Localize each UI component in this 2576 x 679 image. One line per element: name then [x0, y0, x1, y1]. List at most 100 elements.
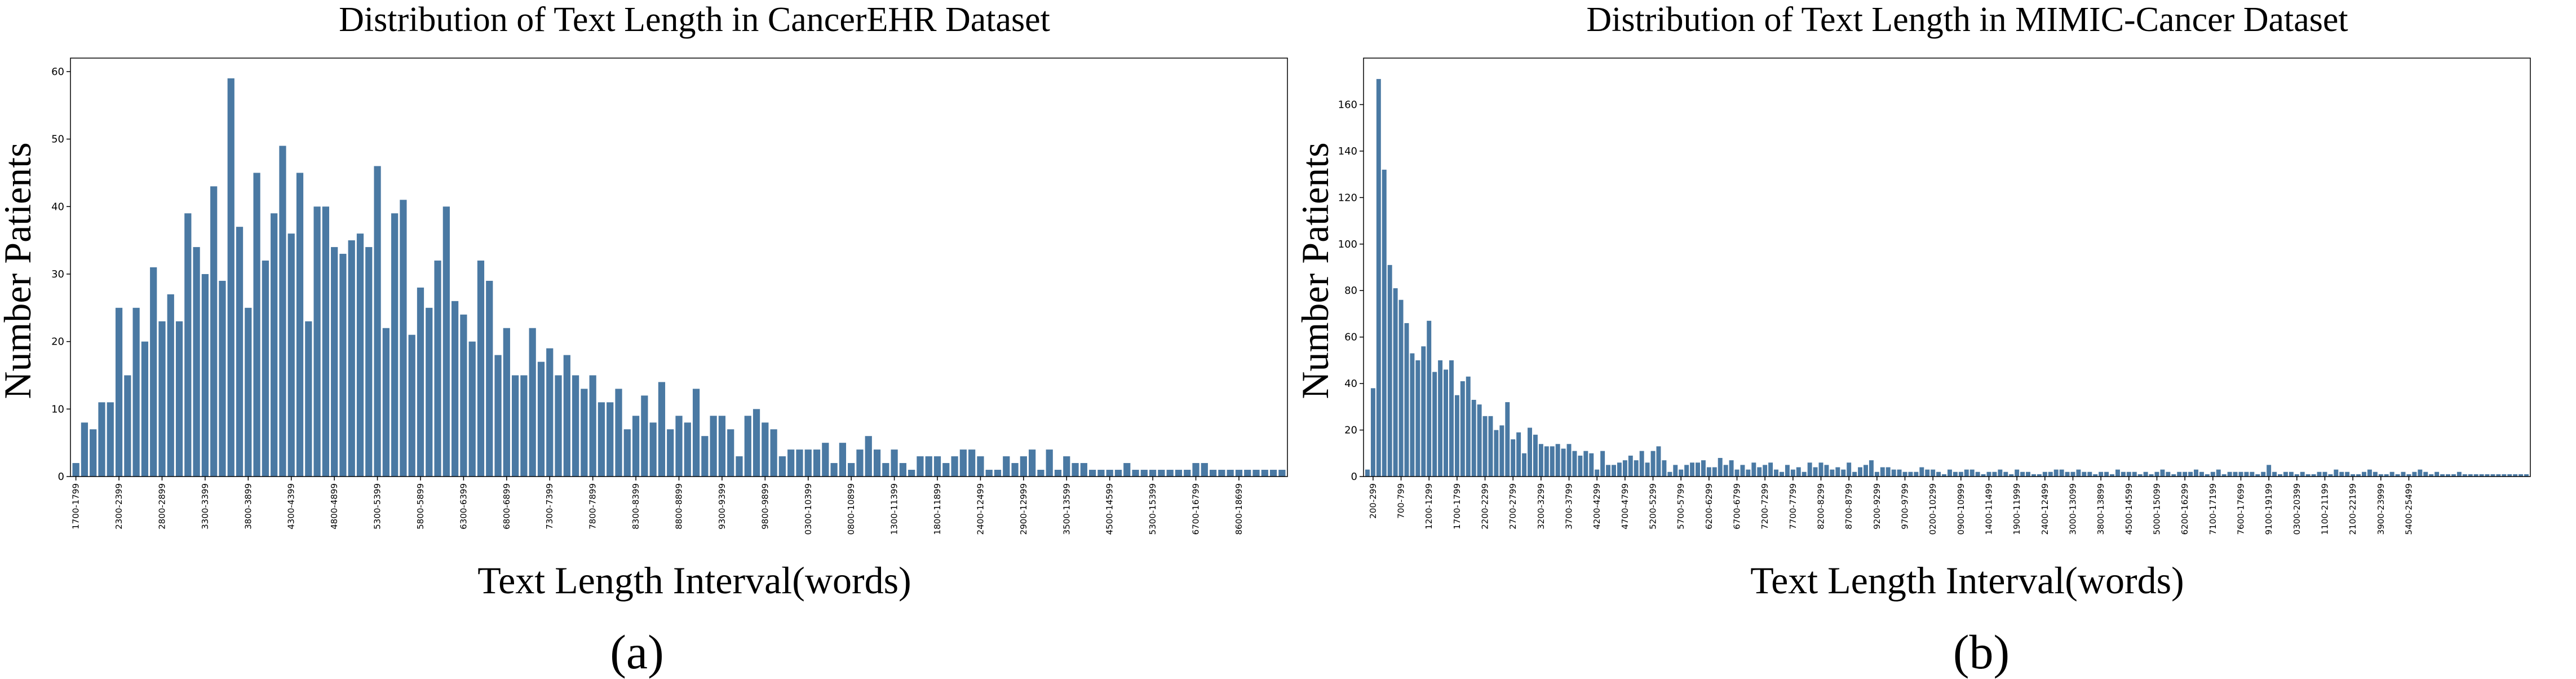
bar	[2418, 469, 2423, 477]
bar	[2423, 471, 2428, 477]
x-axis-label-a: Text Length Interval(words)	[477, 559, 911, 602]
bar	[442, 206, 450, 477]
bar	[762, 422, 769, 477]
bar	[2244, 471, 2249, 477]
bar	[201, 274, 209, 477]
bar	[1981, 474, 1986, 477]
bar	[727, 429, 734, 477]
bar	[1802, 471, 1807, 477]
bar	[408, 334, 415, 477]
bar	[2188, 471, 2193, 477]
bar	[701, 436, 709, 477]
bar	[2126, 471, 2131, 477]
bar	[1847, 462, 1852, 477]
bar	[1785, 465, 1790, 477]
x-tick-label: 2900-12999	[1019, 483, 1029, 535]
x-tick-label: 3500-13599	[1061, 483, 1072, 535]
bar	[649, 422, 657, 477]
bar	[1869, 460, 1874, 477]
bar	[1600, 451, 1605, 477]
bar	[348, 240, 355, 477]
bar	[1511, 439, 1516, 477]
bar	[1964, 469, 1969, 477]
bar	[365, 247, 373, 477]
y-axis-label-b: Number Patients	[1294, 142, 1336, 399]
bar	[2345, 471, 2350, 477]
bar	[2099, 471, 2104, 477]
bar	[322, 206, 329, 477]
bar	[2143, 471, 2148, 477]
bar	[1235, 470, 1243, 477]
bar	[1460, 381, 1465, 477]
bar	[141, 341, 149, 477]
x-tick-label: 5000-15099	[2152, 483, 2162, 535]
bar	[1505, 402, 1510, 477]
bar	[1466, 376, 1471, 477]
bar	[2065, 471, 2070, 477]
x-tick-label: 7300-7399	[545, 483, 555, 530]
bar	[2317, 471, 2322, 477]
bar	[1054, 470, 1062, 477]
y-tick-label: 50	[51, 134, 64, 146]
bar	[1751, 462, 1756, 477]
bar	[1583, 451, 1588, 477]
bar	[1444, 369, 1448, 477]
y-ticks-a: 0 10 20 30 40 50 60	[51, 66, 70, 483]
bar	[1427, 320, 1432, 477]
y-tick-label: 30	[51, 268, 64, 280]
x-tick-label: 6700-16799	[1191, 483, 1201, 535]
bar	[1572, 451, 1577, 477]
bar	[1919, 467, 1924, 477]
x-tick-label: 7700-7799	[1788, 483, 1798, 530]
x-tick-label: 4300-4399	[286, 483, 296, 530]
bar	[1841, 469, 1846, 477]
bar	[1123, 463, 1131, 477]
bar	[830, 463, 838, 477]
bar	[1201, 463, 1208, 477]
bar	[2160, 469, 2165, 477]
bar	[1706, 467, 1711, 477]
bar	[1046, 449, 1053, 477]
bar	[1218, 470, 1225, 477]
bar	[581, 389, 588, 477]
bar	[1415, 360, 1420, 477]
bars-b	[1365, 79, 2529, 477]
bar	[167, 294, 174, 477]
bar	[2305, 474, 2311, 477]
bar	[1227, 470, 1234, 477]
bar	[279, 146, 286, 477]
bar	[313, 206, 321, 477]
bar	[1037, 470, 1044, 477]
y-axis-label-a: Number Patients	[0, 142, 39, 399]
chart-title-b: Distribution of Text Length in MIMIC-Can…	[1586, 1, 2348, 39]
bar	[1175, 470, 1183, 477]
bar	[1555, 444, 1560, 477]
bar	[856, 449, 864, 477]
bar	[2389, 471, 2394, 477]
panel-label-a: (a)	[610, 625, 663, 679]
bar	[1244, 470, 1251, 477]
bar	[873, 449, 881, 477]
bar	[1393, 288, 1398, 477]
bar	[2362, 471, 2366, 477]
x-tick-label: 3300-3399	[200, 483, 210, 530]
bar	[839, 443, 847, 477]
x-tick-label: 8700-8799	[1844, 483, 1854, 530]
x-tick-label: 3800-13899	[2096, 483, 2106, 535]
x-tick-label: 0300-20399	[2292, 483, 2302, 535]
bar	[2395, 474, 2400, 477]
x-tick-label: 2400-12499	[2040, 483, 2050, 535]
bar	[374, 166, 381, 477]
bar	[1376, 79, 1381, 477]
plot-frame-b	[1363, 58, 2531, 477]
y-tick-label: 0	[58, 471, 64, 483]
bar	[1830, 469, 1835, 477]
bar	[2166, 471, 2171, 477]
bar	[1278, 470, 1286, 477]
bar	[2171, 474, 2176, 477]
bar	[1003, 456, 1010, 477]
bar	[770, 429, 777, 477]
bar	[882, 463, 889, 477]
bar	[1734, 469, 1740, 477]
bar	[2037, 474, 2042, 477]
